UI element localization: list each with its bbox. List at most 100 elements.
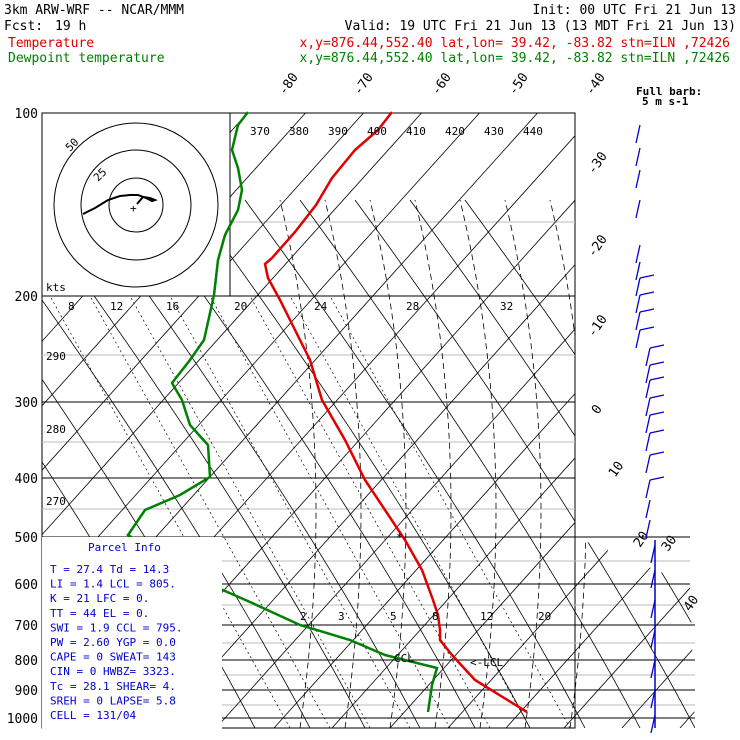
pressure-label: 800 bbox=[15, 654, 38, 669]
temperature-legend: Temperature bbox=[8, 36, 94, 51]
dewpoint-legend: Dewpoint temperature bbox=[8, 51, 165, 66]
theta-label: 410 bbox=[406, 125, 426, 138]
pressure-label: 200 bbox=[15, 290, 38, 305]
theta-label: 440 bbox=[523, 125, 543, 138]
theta-label: 430 bbox=[484, 125, 504, 138]
mixing-ratio-label-low: 20 bbox=[538, 610, 551, 623]
parcel-info-row: Tc = 28.1 SHEAR= 4. bbox=[50, 680, 176, 693]
wind-barb-staff bbox=[635, 169, 641, 189]
dry-adiabat-label: 270 bbox=[46, 495, 66, 508]
model-title: 3km ARW-WRF -- NCAR/MMM bbox=[4, 3, 184, 18]
valid-time: Valid: 19 UTC Fri 21 Jun 13 (13 MDT Fri … bbox=[345, 19, 736, 34]
hodograph-center: + bbox=[130, 202, 137, 215]
hodograph-unit: kts bbox=[46, 281, 66, 294]
isotherm-label: -60 bbox=[429, 70, 455, 98]
isotherm-label: -50 bbox=[506, 70, 532, 98]
isotherm-label: 0 bbox=[589, 402, 606, 417]
parcel-info-row: TT = 44 EL = 0. bbox=[50, 607, 149, 620]
wind-barb-staff bbox=[645, 364, 651, 384]
pressure-label: 400 bbox=[15, 472, 38, 487]
parcel-info-row: CIN = 0 HWBZ= 3323. bbox=[50, 665, 176, 678]
theta-label: 400 bbox=[367, 125, 387, 138]
mixing-ratio-lines bbox=[49, 295, 571, 728]
theta-label: 390 bbox=[328, 125, 348, 138]
wind-barbs bbox=[635, 124, 665, 734]
wind-barb-flag bbox=[639, 308, 655, 313]
mixing-ratio-label-low: 2 bbox=[300, 610, 307, 623]
wind-barb-staff bbox=[635, 294, 641, 314]
wind-barb-flag bbox=[649, 451, 665, 456]
parcel-info-row: CELL = 131/04 bbox=[50, 709, 136, 722]
wind-barb-flag bbox=[649, 394, 665, 399]
dry-adiabat-label: 290 bbox=[46, 350, 66, 363]
wind-barb-staff bbox=[635, 124, 641, 144]
lcl-annotation: <-LCL bbox=[470, 656, 503, 669]
wind-barb-staff bbox=[635, 199, 641, 219]
wind-barb-flag bbox=[649, 344, 665, 349]
wind-barb-staff bbox=[645, 479, 651, 499]
wind-barb-staff bbox=[645, 397, 651, 417]
pressure-label: 1000 bbox=[7, 712, 38, 727]
isotherm-label: -20 bbox=[585, 232, 611, 260]
barb-legend-unit: 5 m s-1 bbox=[642, 95, 689, 108]
wind-barb-flag bbox=[649, 411, 665, 416]
parcel-info-row: LI = 1.4 LCL = 805. bbox=[50, 578, 176, 591]
wind-barb-staff bbox=[635, 329, 641, 349]
pressure-label: 300 bbox=[15, 396, 38, 411]
isotherm-label: 20 bbox=[631, 529, 652, 550]
temperature-location: x,y=876.44,552.40 lat,lon= 39.42, -83.82… bbox=[300, 36, 730, 51]
barb-legend-title: Full barb: bbox=[636, 85, 702, 98]
isotherm-label: -10 bbox=[585, 312, 611, 340]
wind-barb-flag bbox=[639, 274, 655, 279]
pressure-label: 500 bbox=[15, 531, 38, 546]
mixing-ratio-label: 8 bbox=[68, 300, 75, 313]
init-time: Init: 00 UTC Fri 21 Jun 13 bbox=[533, 3, 737, 18]
mixing-ratio-label: 28 bbox=[406, 300, 419, 313]
wind-barb-staff bbox=[635, 277, 641, 297]
wind-barb-flag bbox=[639, 291, 655, 296]
parcel-info-row: SREH = 0 LAPSE= 5.8 bbox=[50, 694, 176, 707]
pressure-label: 600 bbox=[15, 578, 38, 593]
dewpoint-trace bbox=[126, 111, 439, 713]
temperature-trace bbox=[263, 111, 528, 714]
isotherm-label: 10 bbox=[606, 459, 627, 480]
hodograph-inset bbox=[41, 112, 231, 297]
theta-label: 370 bbox=[250, 125, 270, 138]
pressure-label: 100 bbox=[15, 107, 38, 122]
wind-barb-staff bbox=[645, 499, 651, 519]
parcel-info-row: PW = 2.60 YGP = 0.0 bbox=[50, 636, 176, 649]
parcel-info-row: SWI = 1.9 CCL = 795. bbox=[50, 621, 182, 634]
hodograph-trace bbox=[82, 194, 158, 215]
dewpoint-location: x,y=876.44,552.40 lat,lon= 39.42, -83.82… bbox=[300, 51, 730, 66]
parcel-info-row: CAPE = 0 SWEAT= 143 bbox=[50, 651, 176, 664]
mixing-ratio-label-low: 5 bbox=[390, 610, 397, 623]
wind-barb-flag bbox=[649, 376, 665, 381]
theta-label: 420 bbox=[445, 125, 465, 138]
parcel-info-row: T = 27.4 Td = 14.3 bbox=[50, 563, 169, 576]
wind-barb-staff bbox=[645, 379, 651, 399]
forecast-hour: 19 h bbox=[55, 19, 86, 34]
wind-barb-staff bbox=[645, 454, 651, 474]
parcel-info-row: K = 21 LFC = 0. bbox=[50, 592, 149, 605]
forecast-label: Fcst: bbox=[4, 19, 43, 34]
pressure-label: 700 bbox=[15, 619, 38, 634]
isotherm-label: -40 bbox=[583, 70, 609, 98]
mixing-ratio-label: 32 bbox=[500, 300, 513, 313]
wind-barb-staff bbox=[645, 347, 651, 367]
isotherm-label: 30 bbox=[659, 533, 680, 554]
mixing-ratio-label-low: 8 bbox=[432, 610, 439, 623]
wind-barb-staff bbox=[635, 311, 641, 331]
mixing-ratio-label: 24 bbox=[314, 300, 328, 313]
parcel-info-title: Parcel Info bbox=[88, 541, 161, 554]
wind-barb-staff bbox=[635, 147, 641, 167]
isotherm-label: -70 bbox=[351, 70, 377, 98]
isotherm-label: 40 bbox=[681, 593, 702, 614]
cross-marker: * bbox=[396, 531, 403, 544]
pressure-label: 900 bbox=[15, 684, 38, 699]
wind-barb-staff bbox=[635, 261, 641, 281]
mixing-ratio-label: 16 bbox=[166, 300, 179, 313]
wind-barb-staff bbox=[635, 244, 641, 264]
wind-barb-flag bbox=[649, 429, 665, 434]
parcel-info-rows: T = 27.4 Td = 14.3 LI = 1.4 LCL = 805.K =… bbox=[50, 563, 182, 722]
